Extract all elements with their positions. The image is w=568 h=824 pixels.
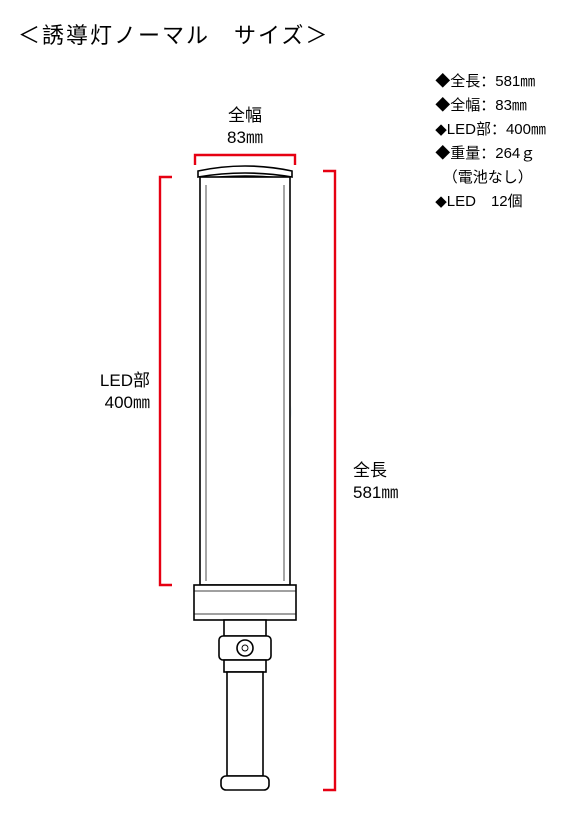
product-diagram bbox=[0, 0, 568, 824]
